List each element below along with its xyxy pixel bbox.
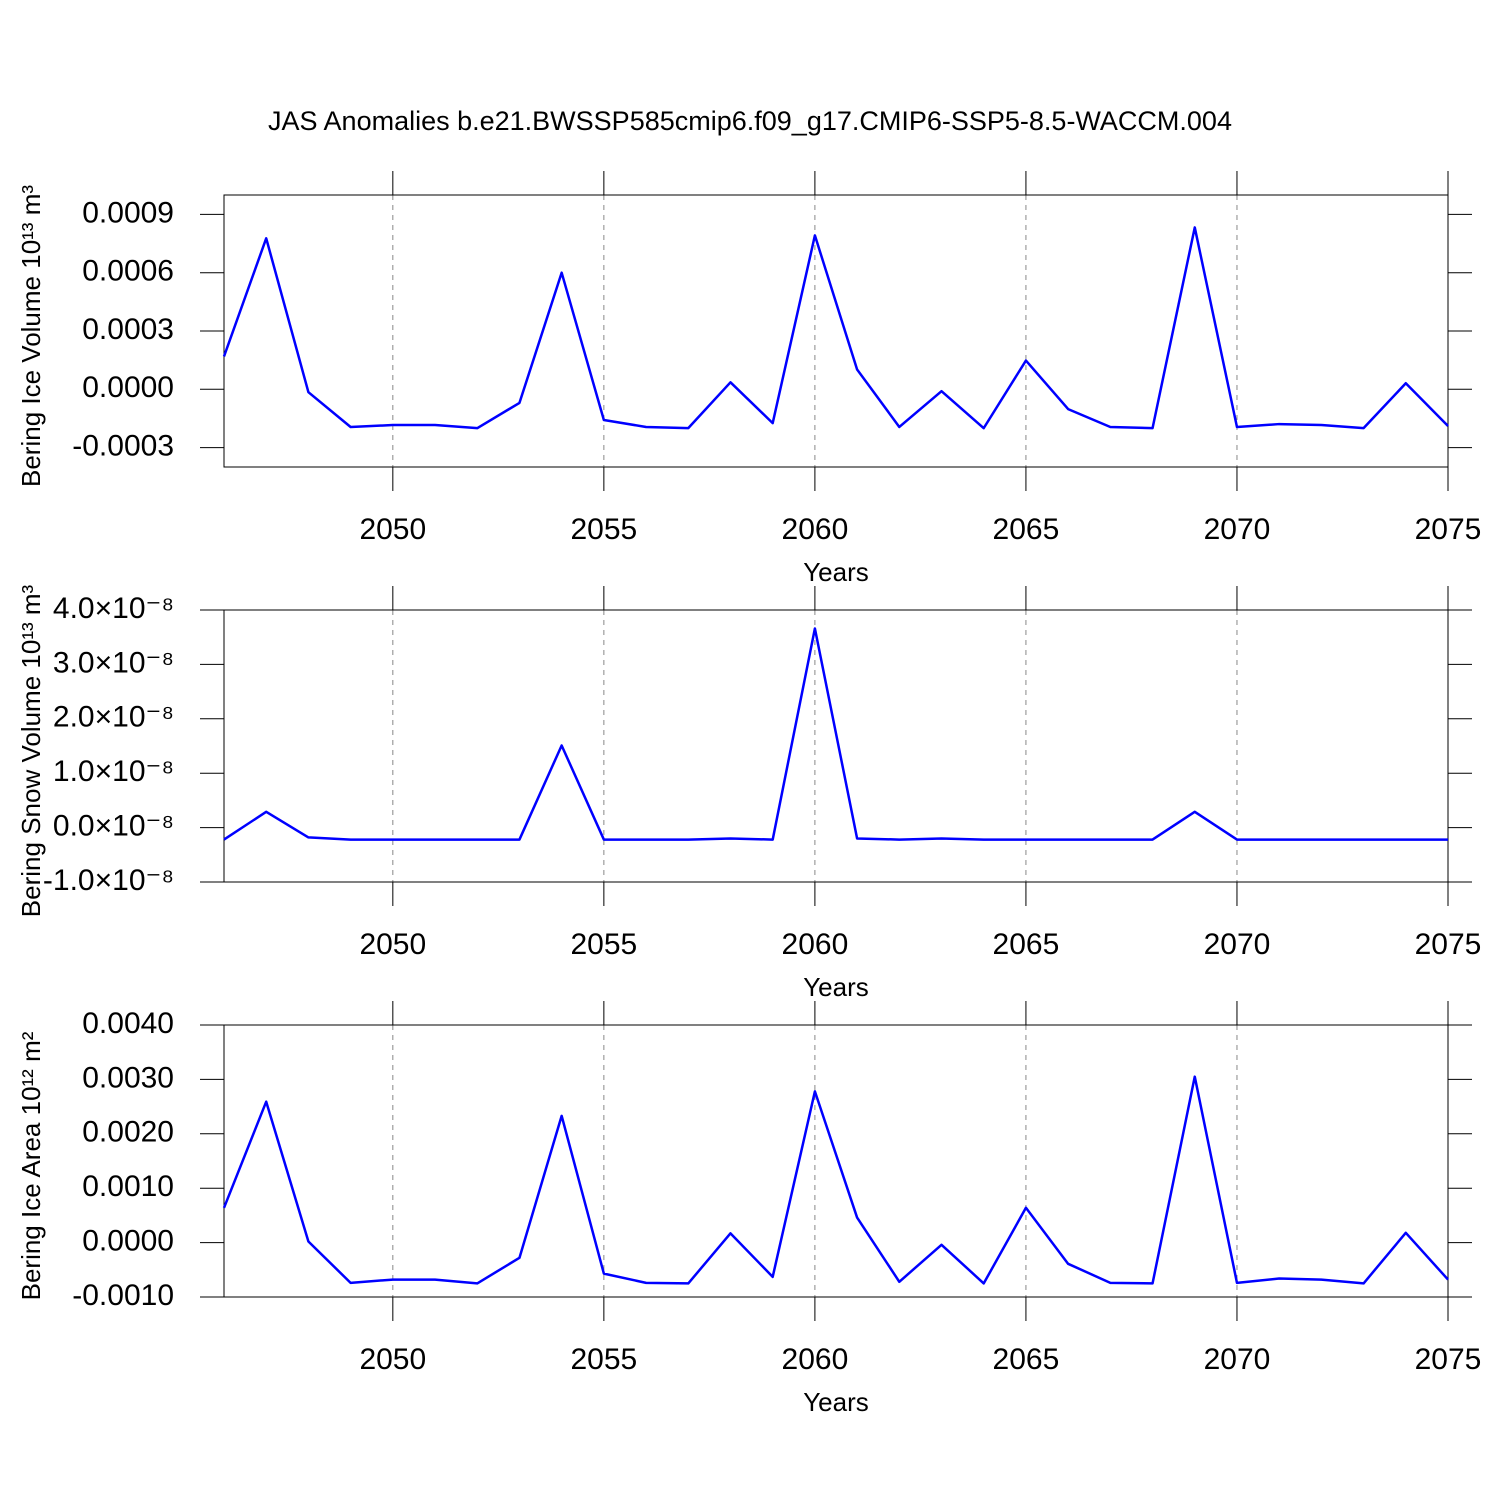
x-tick-label: 2065 xyxy=(993,928,1060,961)
x-tick-label: 2055 xyxy=(570,928,637,961)
y-tick-label: 1.0×10⁻⁸ xyxy=(53,755,174,788)
y-tick-label: 0.0003 xyxy=(82,313,174,346)
y-tick-label: 2.0×10⁻⁸ xyxy=(53,701,174,734)
y-tick-label: 0.0006 xyxy=(82,255,174,288)
x-tick-label: 2075 xyxy=(1415,928,1482,961)
y-tick-label: 0.0020 xyxy=(82,1116,174,1149)
y-tick-label: 0.0010 xyxy=(82,1170,174,1203)
x-tick-label: 2070 xyxy=(1204,1343,1271,1376)
y-tick-label: -1.0×10⁻⁸ xyxy=(43,864,174,897)
x-tick-label: 2070 xyxy=(1204,928,1271,961)
x-axis-label: Years xyxy=(803,972,869,1002)
chart-title: JAS Anomalies b.e21.BWSSP585cmip6.f09_g1… xyxy=(268,106,1232,136)
x-axis-label: Years xyxy=(803,557,869,587)
x-tick-label: 2055 xyxy=(570,1343,637,1376)
x-tick-label: 2070 xyxy=(1204,513,1271,546)
y-tick-label: 4.0×10⁻⁸ xyxy=(53,592,174,625)
y-tick-label: -0.0003 xyxy=(72,429,174,462)
y-axis-label: Bering Ice Area 10¹² m² xyxy=(16,1031,46,1300)
plot-frame xyxy=(223,194,1449,468)
x-tick-label: 2065 xyxy=(993,1343,1060,1376)
x-tick-label: 2060 xyxy=(782,928,849,961)
data-line xyxy=(223,627,1448,841)
y-tick-label: 0.0000 xyxy=(82,371,174,404)
y-tick-label: 0.0000 xyxy=(82,1225,174,1258)
x-tick-label: 2050 xyxy=(359,513,426,546)
x-tick-label: 2065 xyxy=(993,513,1060,546)
x-tick-label: 2055 xyxy=(570,513,637,546)
y-tick-label: 0.0030 xyxy=(82,1061,174,1094)
plot-frame xyxy=(223,609,1449,883)
x-tick-label: 2050 xyxy=(359,928,426,961)
data-line xyxy=(222,226,1449,430)
x-tick-label: 2075 xyxy=(1415,513,1482,546)
x-axis-label: Years xyxy=(803,1387,869,1417)
y-tick-label: 0.0040 xyxy=(82,1007,174,1040)
y-axis-label: Bering Ice Volume 10¹³ m³ xyxy=(16,185,46,487)
x-tick-label: 2060 xyxy=(782,1343,849,1376)
y-tick-label: 3.0×10⁻⁸ xyxy=(53,646,174,679)
data-line xyxy=(222,1075,1449,1285)
x-tick-label: 2060 xyxy=(782,513,849,546)
x-tick-label: 2075 xyxy=(1415,1343,1482,1376)
plot-frame xyxy=(223,1024,1449,1298)
x-tick-label: 2050 xyxy=(359,1343,426,1376)
y-axis-label: Bering Snow Volume 10¹³ m³ xyxy=(16,584,46,917)
y-tick-label: -0.0010 xyxy=(72,1279,174,1312)
y-tick-label: 0.0×10⁻⁸ xyxy=(53,810,174,843)
y-tick-label: 0.0009 xyxy=(82,196,174,229)
